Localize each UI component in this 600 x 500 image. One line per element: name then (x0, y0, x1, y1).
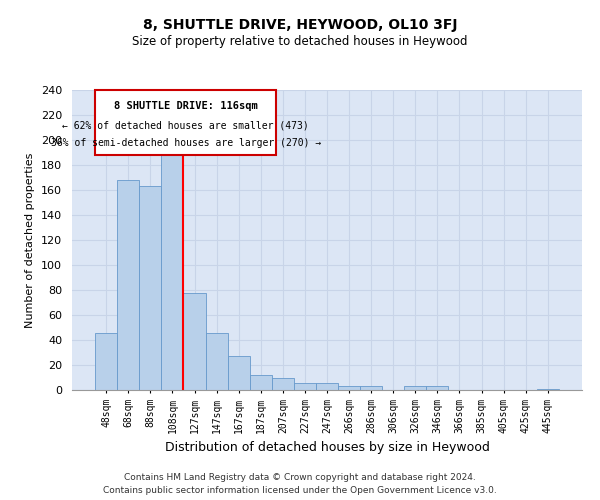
Y-axis label: Number of detached properties: Number of detached properties (25, 152, 35, 328)
Bar (537, 389, 559, 390)
Bar (272, 378, 294, 390)
Bar (139, 186, 161, 390)
Bar (95, 332, 117, 390)
Bar (294, 382, 316, 390)
Bar (316, 382, 338, 390)
Text: Size of property relative to detached houses in Heywood: Size of property relative to detached ho… (132, 35, 468, 48)
Bar (427, 386, 448, 390)
Text: 36% of semi-detached houses are larger (270) →: 36% of semi-detached houses are larger (… (50, 138, 321, 147)
Bar (161, 155, 184, 390)
Text: ← 62% of detached houses are smaller (473): ← 62% of detached houses are smaller (47… (62, 120, 309, 130)
Text: 8 SHUTTLE DRIVE: 116sqm: 8 SHUTTLE DRIVE: 116sqm (114, 101, 257, 112)
Bar (250, 375, 272, 390)
Bar (117, 180, 139, 390)
Text: Contains public sector information licensed under the Open Government Licence v3: Contains public sector information licen… (103, 486, 497, 495)
Bar (184, 292, 206, 390)
Text: Contains HM Land Registry data © Crown copyright and database right 2024.: Contains HM Land Registry data © Crown c… (124, 474, 476, 482)
Text: 8, SHUTTLE DRIVE, HEYWOOD, OL10 3FJ: 8, SHUTTLE DRIVE, HEYWOOD, OL10 3FJ (143, 18, 457, 32)
FancyBboxPatch shape (95, 90, 276, 155)
Bar (404, 386, 427, 390)
X-axis label: Distribution of detached houses by size in Heywood: Distribution of detached houses by size … (164, 441, 490, 454)
Bar (338, 386, 360, 390)
Bar (206, 332, 227, 390)
Bar (360, 386, 382, 390)
Bar (227, 356, 250, 390)
